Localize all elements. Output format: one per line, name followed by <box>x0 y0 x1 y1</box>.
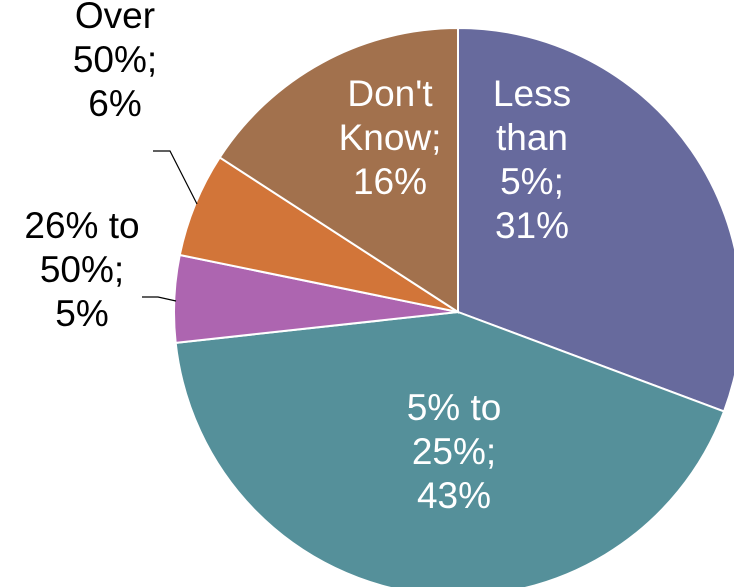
data-label-line: than <box>496 117 568 158</box>
data-label-line: 5%; <box>500 161 564 202</box>
data-label-line: 5% to <box>407 387 502 428</box>
data-label-don-t-know: Don't Know; 16% <box>339 73 442 202</box>
pie-slice-less-than-5 <box>457 26 734 413</box>
leader-lines-layer <box>142 150 198 302</box>
data-labels-layer: Less than 5%; 31%5% to 25%; 43%26% to 50%; 5%Ov… <box>24 0 571 516</box>
data-label-line: Don't <box>347 73 433 114</box>
data-label-line: 6% <box>88 83 141 124</box>
slices-layer <box>173 26 734 587</box>
data-label-line: 43% <box>417 475 491 516</box>
data-label-line: Less <box>493 73 571 114</box>
data-label-line: Over <box>75 0 155 36</box>
data-label-line: Know; <box>339 117 442 158</box>
data-label-line: 50%; <box>73 39 157 80</box>
data-label-line: 50%; <box>40 249 124 290</box>
pie-slice-don-t-know <box>218 26 459 314</box>
data-label-over-50: Over 50%; 6% <box>73 0 157 124</box>
data-label-5-to-25: 5% to 25%; 43% <box>407 387 502 516</box>
leader-line-26-to-50 <box>142 296 177 302</box>
pie-slice-5-to-25 <box>174 310 726 587</box>
data-label-line: 26% to <box>24 205 139 246</box>
data-label-line: 31% <box>495 205 569 246</box>
data-label-line: 25%; <box>412 431 496 472</box>
data-label-26-to-50: 26% to 50%; 5% <box>24 205 139 334</box>
leader-line-over-50 <box>153 150 198 205</box>
data-label-line: 5% <box>55 293 108 334</box>
data-label-less-than-5: Less than 5%; 31% <box>493 73 571 246</box>
data-label-line: 16% <box>353 161 427 202</box>
